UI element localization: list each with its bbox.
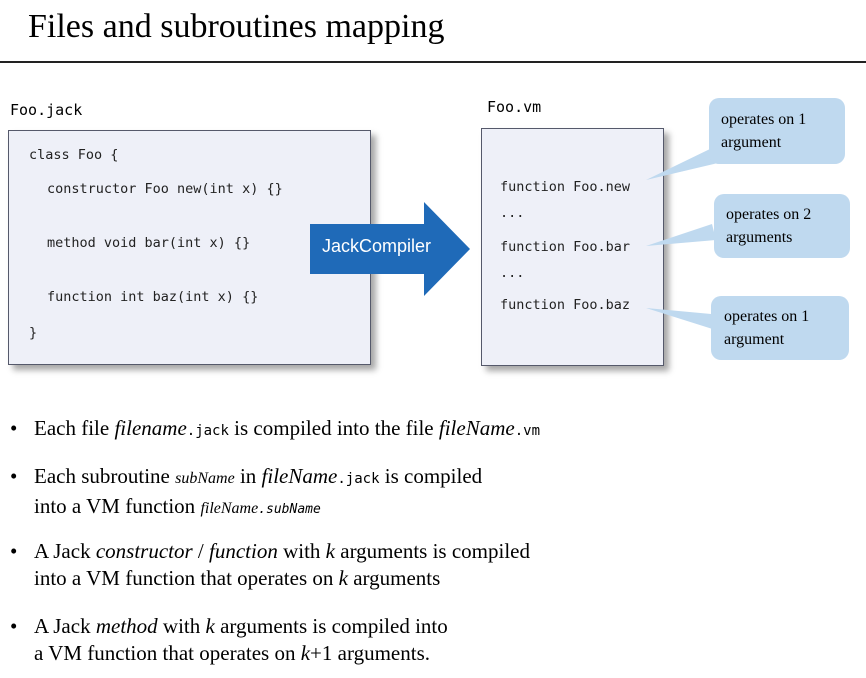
jack-line-function: function int baz(int x) {} (47, 289, 259, 305)
jack-line-close: } (29, 325, 38, 341)
jack-line-constructor: constructor Foo new(int x) {} (47, 181, 283, 197)
compiler-label: JackCompiler (322, 236, 432, 256)
callout-new: operates on 1 argument (709, 98, 845, 164)
bullet-marker: • (10, 416, 18, 440)
callout-new-line2: argument (721, 134, 782, 151)
callout-baz-line1: operates on 1 (724, 308, 810, 325)
callout-baz-line2: argument (724, 331, 785, 348)
callout-new-line1: operates on 1 (721, 111, 807, 128)
vm-line-bar: function Foo.bar (500, 239, 631, 255)
vm-file-label: Foo.vm (487, 98, 542, 116)
vm-ellipsis-2: ... (500, 265, 525, 281)
vm-line-baz: function Foo.baz (500, 297, 631, 313)
callout-bar: operates on 2 arguments (714, 194, 850, 258)
bullet-marker: • (10, 614, 18, 638)
jack-file-label: Foo.jack (10, 101, 83, 119)
vm-line-new: function Foo.new (500, 179, 631, 195)
callout-pointer-3 (646, 308, 722, 332)
callout-baz: operates on 1 argument (711, 296, 849, 360)
callout-pointer-1 (646, 148, 718, 180)
bullet-marker: • (10, 464, 18, 488)
vm-ellipsis-1: ... (500, 205, 525, 221)
bullet-marker: • (10, 539, 18, 563)
callout-bar-line2: arguments (726, 229, 793, 246)
compiler-arrow-icon (310, 202, 470, 296)
callout-pointer-2 (646, 224, 716, 246)
jack-line-method: method void bar(int x) {} (47, 235, 251, 251)
jack-line-class: class Foo { (29, 147, 119, 163)
title-divider (0, 61, 866, 63)
callout-bar-line1: operates on 2 (726, 206, 812, 223)
vm-code-box: function Foo.new ... function Foo.bar ..… (481, 128, 664, 366)
jack-code-box: class Foo { constructor Foo new(int x) {… (8, 130, 371, 365)
slide-title: Files and subroutines mapping (28, 8, 445, 45)
